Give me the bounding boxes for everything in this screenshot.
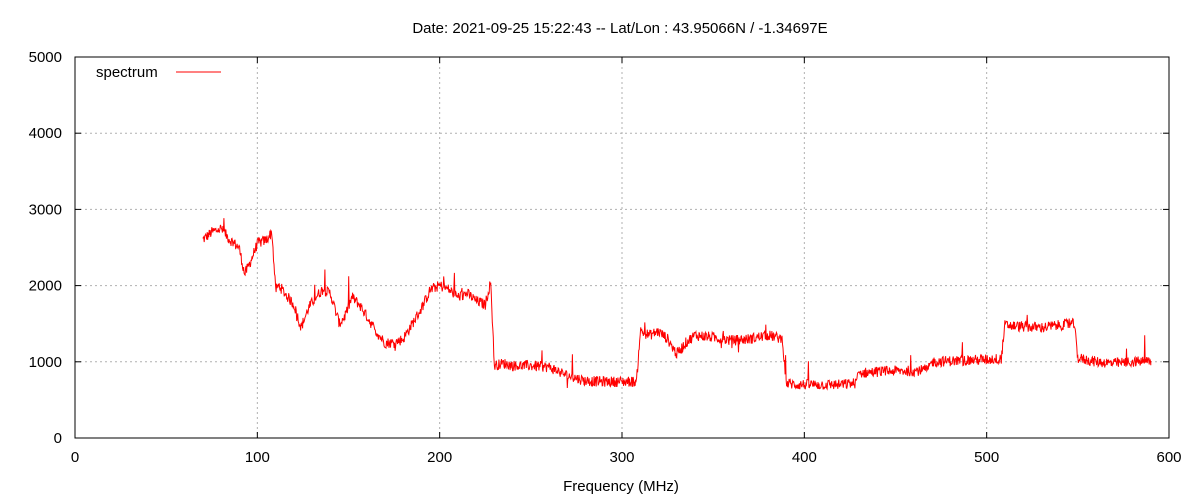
x-tick-label: 500 [974,449,999,466]
x-tick-label: 400 [792,449,817,466]
y-tick-label: 5000 [29,49,62,66]
x-tick-label: 100 [245,449,270,466]
x-tick-label: 600 [1156,449,1181,466]
x-axis-label: Frequency (MHz) [563,478,679,495]
legend: spectrum [96,64,221,81]
legend-label-spectrum: spectrum [96,64,158,81]
x-tick-label: 200 [427,449,452,466]
axis-ticks: 0 100 200 300 400 500 600 0 1000 2000 3000 4000 5000 [29,49,1182,466]
series-line-spectrum [202,218,1152,391]
x-tick-label: 300 [609,449,634,466]
y-tick-label: 1000 [29,354,62,371]
chart-title: Date: 2021-09-25 15:22:43 -- Lat/Lon : 4… [412,20,827,37]
y-tick-label: 0 [54,430,62,447]
x-tick-label: 0 [71,449,79,466]
y-tick-label: 3000 [29,201,62,218]
y-tick-label: 4000 [29,125,62,142]
y-tick-label: 2000 [29,278,62,295]
series-layer [202,218,1152,391]
